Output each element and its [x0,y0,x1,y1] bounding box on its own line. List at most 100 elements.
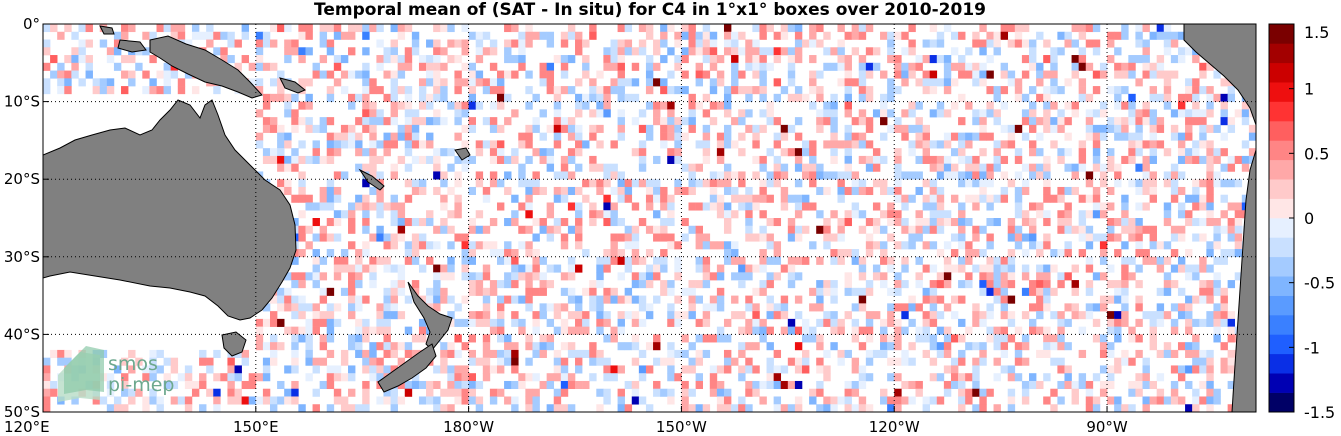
data-cell [731,241,739,250]
data-cell [596,179,604,188]
data-cell [667,373,675,382]
data-cell [738,86,746,95]
data-cell [979,39,987,48]
data-cell [709,86,718,95]
data-cell [546,78,555,87]
data-cell [1029,124,1037,133]
data-cell [1206,179,1214,188]
data-cell [298,171,306,180]
data-cell [362,194,370,203]
data-cell [340,256,349,265]
data-cell [298,210,306,219]
data-cell [752,287,760,296]
data-cell [929,24,938,33]
data-cell [362,396,370,405]
data-cell [262,373,271,382]
data-cell [993,140,1001,149]
data-cell [617,365,625,374]
data-cell [482,342,491,351]
data-cell [1177,225,1186,234]
data-cell [851,334,860,343]
data-cell [1021,109,1030,118]
data-cell [362,101,370,110]
data-cell [433,295,441,304]
data-cell [525,396,533,405]
data-cell [362,349,370,358]
data-cell [958,334,966,343]
data-cell [993,272,1001,281]
data-cell [411,334,420,343]
data-cell [298,326,306,335]
data-cell [993,287,1001,296]
data-cell [369,155,377,164]
data-cell [489,349,498,358]
data-cell [1114,287,1122,296]
data-cell [348,311,356,320]
data-cell [326,233,335,242]
data-cell [780,264,789,273]
data-cell [1099,70,1108,79]
data-cell [950,295,959,304]
data-cell [986,163,994,172]
data-cell [958,404,966,412]
data-cell [872,163,881,172]
data-cell [1036,264,1044,273]
data-cell [390,295,398,304]
data-cell [1064,380,1072,390]
data-cell [1213,70,1221,79]
data-cell [1163,39,1172,48]
data-cell [461,272,469,281]
data-cell [1099,303,1108,312]
data-cell [922,179,930,188]
data-cell [482,78,491,87]
data-cell [688,295,696,304]
data-cell [1007,24,1016,33]
data-cell [972,179,980,188]
data-cell [1128,132,1136,141]
data-cell [745,186,753,196]
data-cell [773,179,782,188]
data-cell [610,241,618,250]
data-cell [1220,342,1228,351]
data-cell [802,148,810,157]
data-cell [468,31,476,40]
data-cell [653,109,661,118]
data-cell [582,93,590,102]
data-cell [653,225,661,234]
data-cell [773,163,782,172]
data-cell [482,140,491,149]
data-cell [362,47,370,56]
data-cell [865,155,874,164]
data-cell [653,357,661,366]
data-cell [766,272,774,281]
data-cell [269,404,278,412]
data-cell [1092,140,1101,149]
data-cell [667,117,675,126]
data-cell [844,31,852,40]
data-cell [929,186,938,196]
data-cell [872,311,881,320]
data-cell [113,31,122,40]
data-cell [596,357,604,366]
data-cell [269,342,278,351]
data-cell [468,62,476,71]
data-cell [1057,334,1065,343]
data-cell [1029,380,1037,390]
data-cell [532,233,540,242]
data-cell [943,342,952,351]
data-cell [1206,349,1214,358]
data-cell [326,148,335,157]
data-cell [1213,256,1221,265]
data-cell [915,62,923,71]
data-cell [802,318,810,327]
data-cell [844,388,852,397]
data-cell [518,318,526,327]
data-cell [1099,380,1108,390]
data-cell [1192,202,1200,211]
data-cell [809,78,817,87]
data-cell [858,55,867,64]
data-cell [1192,357,1200,366]
data-cell [1156,256,1165,265]
data-cell [454,210,462,219]
